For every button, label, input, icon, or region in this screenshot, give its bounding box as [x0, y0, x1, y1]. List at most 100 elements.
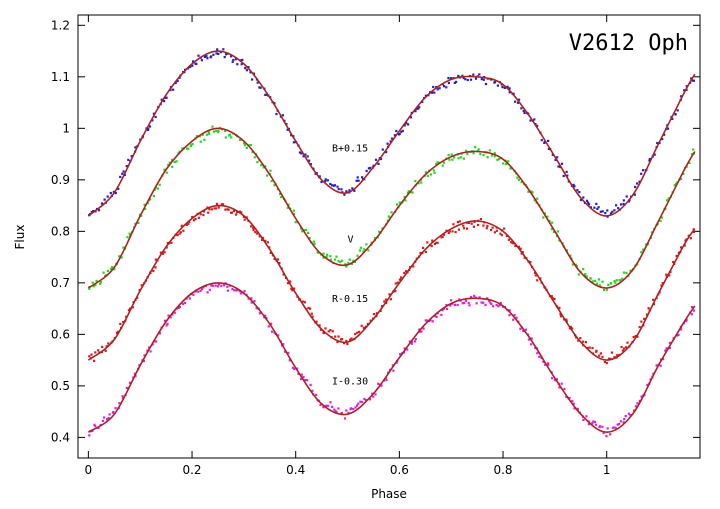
- data-point: [683, 89, 686, 92]
- data-point: [144, 207, 147, 211]
- data-point: [429, 173, 432, 176]
- data-point: [195, 135, 199, 138]
- data-point: [603, 360, 606, 364]
- data-point: [640, 395, 643, 398]
- data-point: [517, 245, 520, 248]
- data-point: [605, 435, 608, 438]
- data-point: [390, 137, 394, 140]
- data-point: [122, 246, 125, 249]
- data-point: [443, 85, 446, 88]
- data-point: [267, 325, 270, 328]
- data-point: [205, 133, 208, 136]
- data-point: [303, 301, 306, 304]
- data-point: [103, 416, 106, 419]
- data-point: [379, 157, 383, 161]
- fit-curve: [87, 50, 696, 217]
- data-point: [358, 249, 361, 252]
- data-point: [405, 270, 408, 273]
- data-point: [199, 140, 202, 143]
- data-point: [154, 258, 157, 261]
- data-point: [576, 189, 579, 192]
- data-point: [298, 151, 301, 154]
- data-point: [90, 211, 93, 214]
- data-point: [609, 433, 612, 436]
- data-point: [674, 113, 677, 116]
- data-point: [457, 228, 461, 231]
- data-point: [621, 277, 624, 280]
- data-point: [250, 297, 253, 300]
- data-point: [356, 254, 359, 257]
- data-point: [622, 421, 625, 424]
- data-point: [222, 284, 226, 287]
- data-point: [348, 258, 351, 261]
- fit-curve: [87, 282, 696, 434]
- data-point: [275, 112, 278, 116]
- data-point: [205, 55, 208, 58]
- data-point: [121, 395, 124, 398]
- data-point: [299, 227, 303, 230]
- data-point: [171, 313, 174, 316]
- data-point: [345, 190, 348, 193]
- data-point: [143, 354, 146, 357]
- data-point: [685, 318, 688, 321]
- data-point: [454, 231, 457, 234]
- data-point: [584, 273, 587, 276]
- data-point: [551, 221, 554, 224]
- data-point: [302, 155, 305, 158]
- data-point: [581, 340, 585, 343]
- data-point: [398, 278, 401, 281]
- data-point: [355, 404, 359, 407]
- data-point: [546, 215, 549, 218]
- data-point: [573, 407, 576, 410]
- data-point: [613, 356, 616, 359]
- y-tick-label: 1: [62, 121, 70, 135]
- data-point: [529, 119, 532, 122]
- data-point: [569, 254, 572, 257]
- data-point: [407, 190, 410, 193]
- data-point: [498, 158, 501, 161]
- data-point: [137, 221, 140, 224]
- data-point: [624, 346, 628, 349]
- data-point: [214, 207, 217, 210]
- data-point: [486, 297, 489, 300]
- data-point: [99, 282, 102, 285]
- data-point: [308, 237, 311, 240]
- data-point: [228, 133, 232, 136]
- data-point: [389, 140, 392, 143]
- data-point: [576, 408, 579, 411]
- data-point: [606, 209, 609, 212]
- data-point: [226, 285, 229, 288]
- data-point: [593, 420, 597, 424]
- data-point: [290, 287, 293, 290]
- data-point: [154, 266, 157, 269]
- data-point: [259, 86, 262, 89]
- data-point: [601, 425, 604, 428]
- data-point: [536, 197, 539, 200]
- data-point: [110, 267, 113, 270]
- data-point: [333, 258, 337, 261]
- data-point: [668, 341, 671, 345]
- data-point: [619, 279, 622, 282]
- data-point: [203, 55, 206, 58]
- data-point: [188, 220, 191, 223]
- data-point: [264, 314, 267, 317]
- data-point: [380, 305, 384, 308]
- data-point: [638, 326, 641, 329]
- data-point: [166, 241, 169, 245]
- data-point: [553, 298, 556, 301]
- data-point: [597, 278, 600, 281]
- data-point: [346, 342, 349, 346]
- data-point: [183, 301, 187, 304]
- data-point: [404, 199, 407, 202]
- data-point: [422, 327, 425, 330]
- data-point: [223, 56, 226, 59]
- data-point: [619, 420, 622, 423]
- data-point: [200, 59, 203, 62]
- data-point: [684, 239, 687, 242]
- data-point: [668, 346, 671, 350]
- data-point: [560, 382, 563, 385]
- data-point: [364, 399, 367, 402]
- data-point: [347, 411, 350, 414]
- data-point: [396, 203, 399, 206]
- data-point: [661, 282, 664, 285]
